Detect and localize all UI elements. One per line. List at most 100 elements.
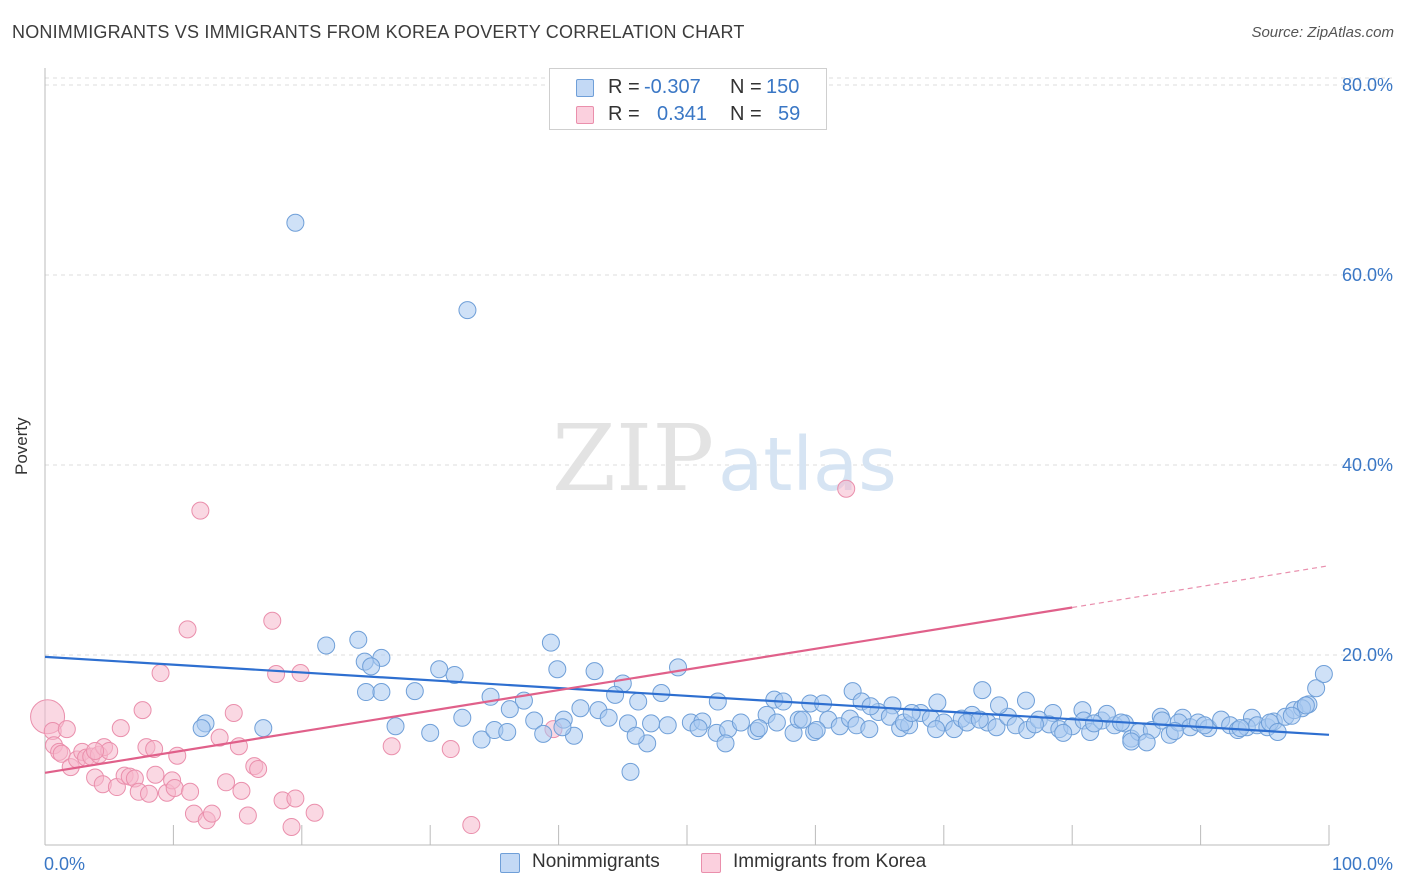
- point-nonimmigrants: [621, 762, 640, 781]
- point-nonimmigrants: [357, 683, 375, 702]
- point-nonimmigrants: [430, 660, 449, 679]
- legend-row-immigrants: R = 0.341 N = 59: [550, 102, 826, 130]
- point-nonimmigrants: [286, 213, 305, 232]
- point-immigrants: [462, 816, 481, 835]
- point-immigrants: [181, 782, 200, 801]
- point-immigrants: [382, 737, 401, 756]
- point-nonimmigrants: [990, 696, 1009, 715]
- point-nonimmigrants: [749, 719, 768, 738]
- point-immigrants: [86, 741, 105, 760]
- point-nonimmigrants: [928, 693, 947, 712]
- point-nonimmigrants: [987, 718, 1006, 737]
- legend-row-nonimmigrants: R = -0.307 N = 150: [550, 75, 826, 103]
- point-nonimmigrants: [1296, 696, 1315, 715]
- legend-n-label: N =: [730, 103, 762, 125]
- point-nonimmigrants: [571, 699, 590, 718]
- point-nonimmigrants: [421, 723, 440, 742]
- point-nonimmigrants: [626, 726, 645, 745]
- point-nonimmigrants: [606, 685, 625, 704]
- y-tick-label: 60.0%: [1342, 265, 1393, 285]
- correlation-legend: R = -0.307 N = 150 R = 0.341 N = 59: [549, 68, 827, 130]
- trend-line-nonimmigrants: [44, 655, 1330, 736]
- point-immigrants: [151, 664, 170, 683]
- point-nonimmigrants: [548, 660, 567, 679]
- legend-n-value: 59: [778, 103, 801, 125]
- point-nonimmigrants: [1137, 733, 1156, 752]
- point-nonimmigrants: [1122, 732, 1141, 751]
- legend-swatch-blue: [500, 853, 520, 873]
- y-tick-label: 80.0%: [1342, 75, 1393, 95]
- point-nonimmigrants: [453, 708, 472, 727]
- point-immigrants: [837, 479, 856, 498]
- point-nonimmigrants: [689, 719, 708, 738]
- point-nonimmigrants: [405, 682, 424, 701]
- point-nonimmigrants: [1282, 706, 1301, 725]
- y-axis-label: Poverty: [12, 417, 31, 475]
- point-immigrants: [191, 501, 210, 520]
- point-nonimmigrants: [973, 681, 992, 700]
- point-nonimmigrants: [498, 722, 517, 741]
- legend-label-nonimmigrants: Nonimmigrants: [532, 851, 660, 872]
- point-nonimmigrants: [458, 301, 477, 320]
- point-immigrants: [441, 740, 460, 759]
- point-nonimmigrants: [669, 658, 688, 677]
- point-immigrants: [146, 765, 165, 784]
- legend-swatch-pink: [701, 853, 721, 873]
- point-nonimmigrants: [860, 720, 879, 739]
- trend-lines: [44, 565, 1330, 774]
- point-immigrants: [305, 803, 324, 822]
- point-nonimmigrants: [362, 657, 381, 676]
- point-immigrants: [140, 784, 159, 803]
- y-tick-label: 20.0%: [1342, 645, 1393, 665]
- point-immigrants: [133, 701, 152, 720]
- point-nonimmigrants: [793, 710, 812, 729]
- point-immigrants: [178, 620, 197, 639]
- series-nonimmigrants-points: [192, 213, 1333, 781]
- point-nonimmigrants: [658, 716, 677, 735]
- point-nonimmigrants: [541, 633, 560, 652]
- x-tick-label-max: 100.0%: [1332, 854, 1393, 874]
- point-nonimmigrants: [192, 719, 211, 738]
- legend-swatch-pink: [576, 106, 594, 124]
- point-immigrants: [232, 781, 251, 800]
- point-nonimmigrants: [553, 718, 572, 737]
- point-immigrants: [249, 760, 268, 778]
- point-nonimmigrants: [731, 713, 750, 732]
- point-nonimmigrants: [1085, 714, 1104, 733]
- point-immigrants: [238, 806, 257, 825]
- source-label: Source: ZipAtlas.com: [1251, 24, 1394, 41]
- point-immigrants: [165, 779, 184, 797]
- point-nonimmigrants: [254, 719, 273, 738]
- point-immigrants: [286, 789, 305, 808]
- series-immigrants-points: [30, 479, 856, 836]
- point-nonimmigrants: [970, 710, 989, 729]
- point-nonimmigrants: [807, 721, 826, 740]
- point-immigrants: [202, 804, 221, 823]
- point-immigrants: [210, 728, 229, 747]
- point-nonimmigrants: [1314, 665, 1333, 683]
- y-tick-label: 40.0%: [1342, 455, 1393, 475]
- point-nonimmigrants: [472, 730, 491, 749]
- trend-line-immigrants-extrapolated: [1072, 565, 1330, 609]
- point-nonimmigrants: [716, 734, 735, 753]
- tick-labels: 20.0% 40.0% 60.0% 80.0% 0.0% 100.0%: [44, 75, 1393, 874]
- point-nonimmigrants: [1025, 715, 1044, 734]
- legend-r-label: R =: [608, 103, 640, 125]
- point-nonimmigrants: [445, 665, 464, 684]
- point-nonimmigrants: [349, 630, 368, 649]
- point-nonimmigrants: [534, 724, 553, 743]
- point-nonimmigrants: [1307, 679, 1326, 698]
- x-tick-label-min: 0.0%: [44, 854, 85, 874]
- point-immigrants: [57, 720, 76, 739]
- legend-label-immigrants: Immigrants from Korea: [733, 851, 927, 872]
- point-immigrants: [263, 611, 282, 630]
- point-nonimmigrants: [585, 662, 604, 681]
- legend-r-value: 0.341: [657, 103, 708, 125]
- trend-line-immigrants: [44, 606, 1073, 774]
- point-immigrants: [224, 703, 243, 722]
- point-immigrants: [267, 665, 286, 683]
- point-nonimmigrants: [386, 717, 405, 736]
- point-nonimmigrants: [372, 683, 391, 702]
- point-nonimmigrants: [525, 711, 544, 730]
